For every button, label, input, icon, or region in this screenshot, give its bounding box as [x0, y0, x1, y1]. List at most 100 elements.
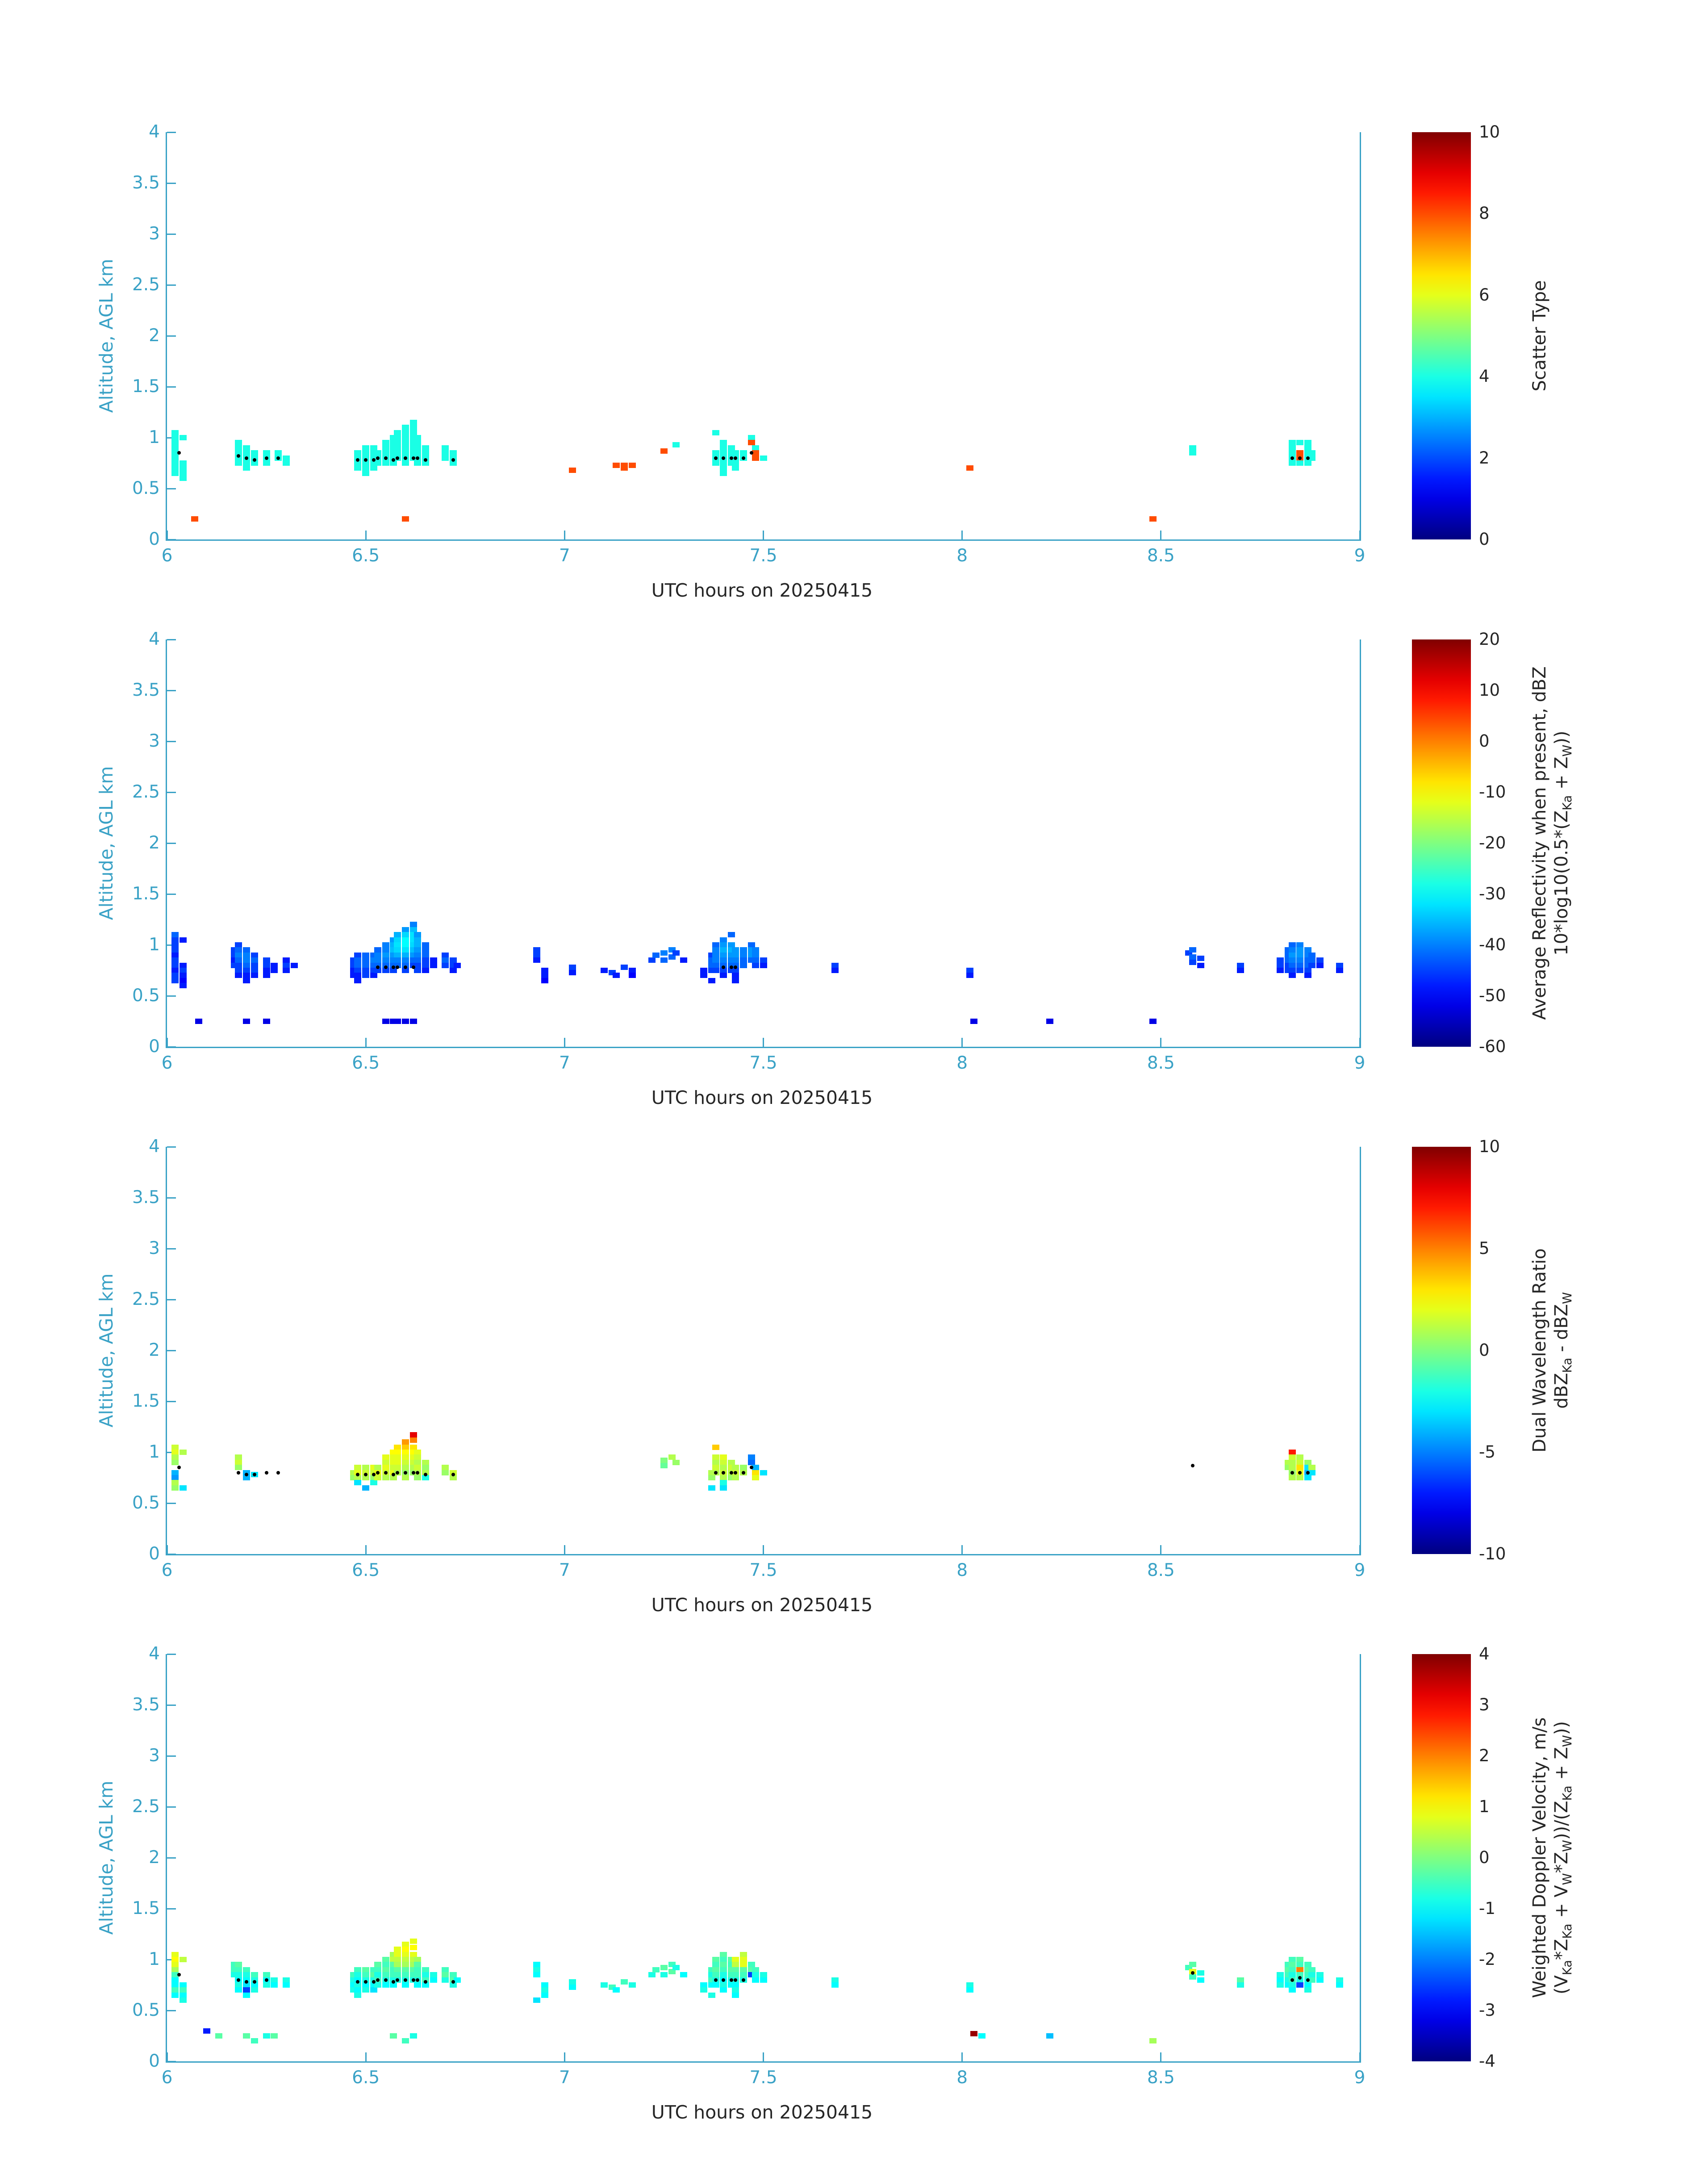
data-cell [382, 1019, 389, 1024]
data-cell [283, 460, 290, 466]
colorbar-tick-label: -10 [1479, 1544, 1506, 1563]
colorbar-tick-label: -30 [1479, 884, 1506, 903]
data-cell [660, 1972, 668, 1978]
x-axis-label: UTC hours on 20250415 [651, 2102, 873, 2123]
data-cell [752, 1475, 759, 1480]
y-tick-label: 3.5 [132, 1695, 160, 1715]
track-dot [245, 456, 249, 460]
data-cell [450, 1982, 457, 1988]
data-cell [752, 952, 759, 958]
chart-panel-2: Altitude, AGL km 6 6.5 7 7.5 8 8.5 9 0 0.5 1 1.5 2 2.… [0, 629, 1708, 1147]
data-cell [739, 962, 747, 968]
data-cell [362, 962, 370, 968]
data-cell [263, 1019, 270, 1024]
track-dot [1290, 456, 1294, 460]
x-tick-mark [365, 1038, 367, 1047]
data-cell [382, 1982, 389, 1988]
data-cell [1308, 455, 1316, 461]
data-cell [732, 952, 739, 958]
y-tick-mark [167, 233, 176, 235]
track-dot [177, 451, 181, 455]
x-tick-mark [1359, 2052, 1361, 2061]
track-dot [237, 454, 241, 458]
data-cell [533, 1997, 540, 2003]
track-dot [404, 965, 408, 969]
data-cell [410, 927, 417, 932]
data-cell [1296, 962, 1304, 968]
x-tick-mark [365, 1545, 367, 1554]
data-cell [179, 983, 187, 989]
x-tick-label: 8.5 [1147, 1053, 1175, 1073]
data-cell [1296, 952, 1304, 958]
data-cell [422, 947, 429, 953]
data-cell [382, 1962, 389, 1968]
data-cell [732, 1962, 739, 1968]
data-cell [251, 460, 258, 466]
track-dot [714, 456, 718, 460]
track-dot [412, 1471, 415, 1475]
data-cell [243, 465, 251, 471]
data-cell [390, 460, 397, 466]
data-cell [1296, 1962, 1304, 1968]
data-cell [450, 968, 457, 973]
track-dot [714, 1978, 718, 1982]
data-cell [739, 1951, 747, 1957]
data-cell [442, 1967, 449, 1972]
y-tick-mark [167, 1197, 176, 1199]
data-cell [966, 1982, 974, 1988]
data-cell [1304, 973, 1312, 978]
data-cell [171, 1485, 179, 1491]
data-cell [453, 1977, 461, 1983]
data-cell [533, 957, 540, 963]
data-cell [235, 968, 242, 973]
data-cell [732, 978, 739, 983]
data-cell [243, 957, 251, 963]
data-cell [243, 1992, 251, 1998]
track-dot [364, 1473, 368, 1477]
data-cell [179, 435, 187, 440]
data-cell [442, 445, 449, 451]
data-cell [354, 952, 362, 958]
data-cell [243, 947, 251, 953]
data-cell [1288, 460, 1296, 466]
data-cell [748, 942, 755, 948]
data-cell [271, 2033, 278, 2039]
data-cell [171, 445, 179, 451]
data-cell [1197, 1977, 1204, 1983]
data-cell [1308, 952, 1316, 958]
data-cell [402, 1459, 409, 1465]
data-cell [243, 1019, 251, 1024]
x-tick-mark [763, 1545, 764, 1554]
colorbar [1412, 1654, 1471, 2061]
data-cell [748, 1459, 755, 1465]
x-tick-label: 6 [161, 1560, 173, 1580]
y-tick-label: 2 [149, 833, 160, 853]
track-dot [177, 1466, 181, 1470]
data-cell [235, 957, 242, 963]
x-tick-mark [961, 1038, 963, 1047]
data-cell [1236, 1982, 1244, 1988]
data-cell [442, 450, 449, 456]
colorbar-tick-label: 10 [1479, 1137, 1500, 1156]
x-tick-label: 6.5 [352, 1053, 380, 1073]
y-tick-mark [167, 1857, 176, 1859]
data-cell [1276, 1982, 1284, 1988]
colorbar-tick-label: 10 [1479, 681, 1500, 700]
data-cell [720, 1972, 727, 1978]
data-cell [370, 1480, 377, 1486]
data-cell [1276, 968, 1284, 973]
data-cell [712, 947, 719, 953]
data-cell [235, 973, 242, 978]
data-cell [1304, 1475, 1312, 1480]
data-cell [362, 1972, 370, 1978]
y-tick-mark [167, 1908, 176, 1910]
colorbar-tick-label: 10 [1479, 122, 1500, 142]
data-cell [1308, 1465, 1316, 1471]
data-cell [1288, 942, 1296, 948]
x-tick-mark [564, 2052, 565, 2061]
track-dot [372, 1980, 376, 1984]
data-cell [533, 952, 540, 958]
track-dot [276, 456, 280, 460]
data-cell [215, 2033, 222, 2039]
data-cell [235, 1454, 242, 1460]
